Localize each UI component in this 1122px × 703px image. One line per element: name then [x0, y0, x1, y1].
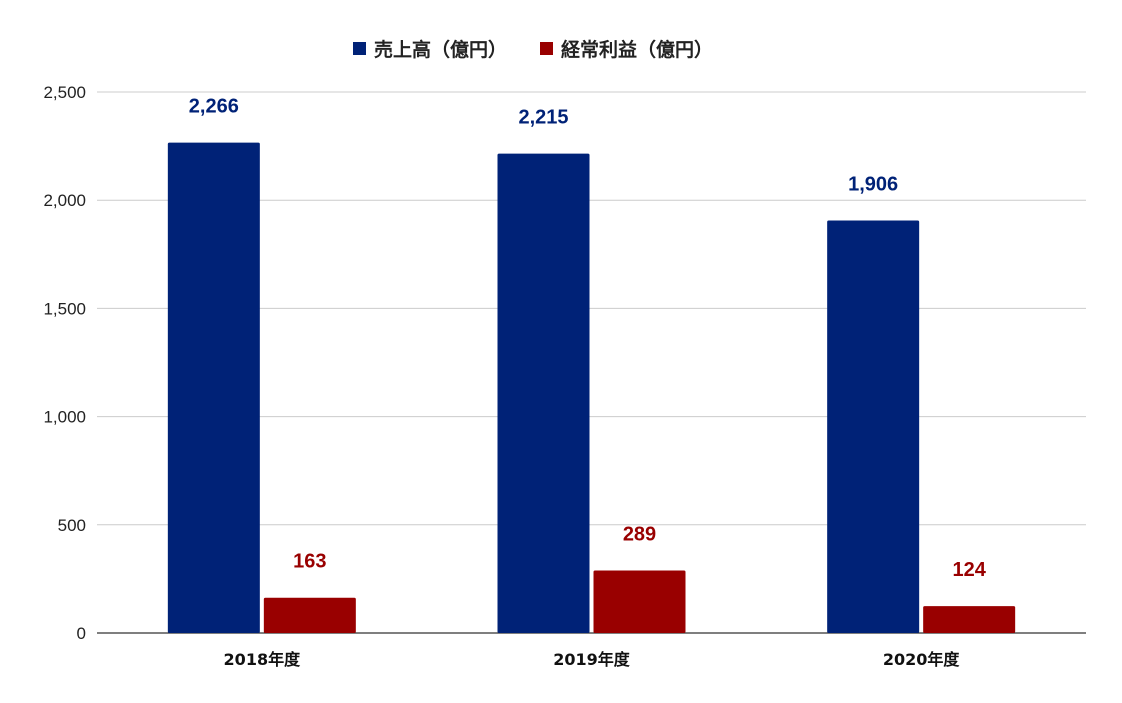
y-tick-label: 2,500: [43, 83, 86, 102]
x-tick-label: 2018年度: [224, 650, 302, 669]
y-tick-label: 2,000: [43, 191, 86, 210]
data-label-sales: 2,215: [518, 107, 568, 129]
data-label-sales: 2,266: [189, 96, 239, 118]
legend-swatch-sales: [353, 42, 366, 55]
y-tick-label: 0: [77, 624, 86, 643]
x-axis-labels: 2018年度 2019年度 2020年度: [224, 650, 961, 669]
y-tick-label: 1,500: [43, 299, 86, 318]
y-tick-label: 500: [58, 516, 86, 535]
x-tick-label: 2019年度: [553, 650, 631, 669]
legend-label-sales: 売上高（億円）: [374, 38, 507, 61]
data-labels: 2,266 163 2,215 289 1,906 124: [189, 96, 987, 582]
legend: 売上高（億円） 経常利益（億円）: [353, 38, 713, 61]
grid: [97, 91, 1086, 634]
legend-label-ordinary-profit: 経常利益（億円）: [561, 38, 713, 61]
bar-sales: [497, 153, 590, 633]
bar-sales: [167, 142, 260, 633]
data-label-sales: 1,906: [848, 174, 898, 196]
bar-ordinary-profit: [263, 597, 356, 633]
data-label-ordinary-profit: 163: [293, 551, 326, 573]
legend-swatch-ordinary-profit: [540, 42, 553, 55]
y-tick-label: 1,000: [43, 408, 86, 427]
bar-sales: [827, 220, 920, 633]
data-label-ordinary-profit: 289: [623, 523, 656, 545]
bars: [167, 142, 1016, 633]
bar-ordinary-profit: [923, 606, 1016, 633]
bar-ordinary-profit: [593, 570, 686, 633]
x-tick-label: 2020年度: [883, 650, 961, 669]
y-axis-ticks: 0 500 1,000 1,500 2,000 2,500: [43, 83, 86, 643]
data-label-ordinary-profit: 124: [952, 559, 986, 581]
